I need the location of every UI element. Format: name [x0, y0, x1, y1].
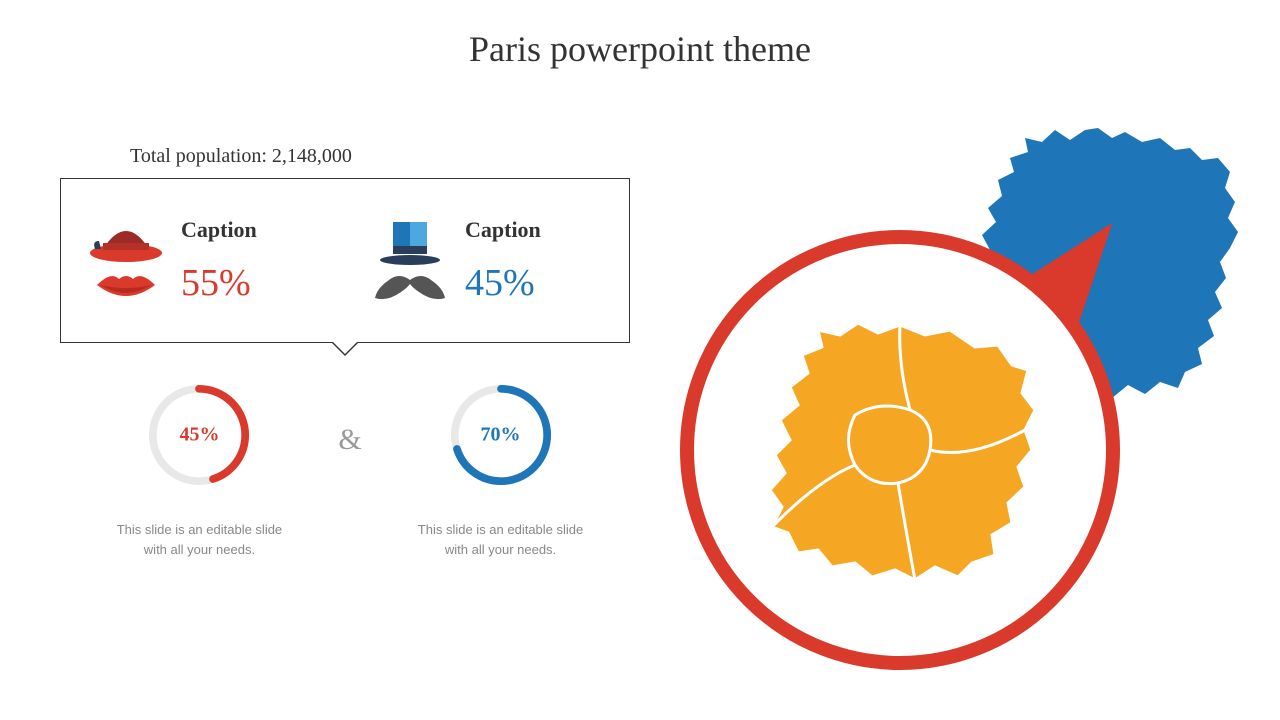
hat-icon: [89, 219, 163, 263]
stats-box: Caption 55% Caption 45%: [60, 178, 630, 343]
male-percent: 45%: [465, 261, 609, 305]
male-caption: Caption: [465, 217, 609, 243]
female-caption: Caption: [181, 217, 325, 243]
slide-title: Paris powerpoint theme: [0, 28, 1280, 70]
donuts-row: 45% This slide is an editable slide with…: [80, 380, 620, 559]
lips-icon: [95, 271, 157, 303]
zoom-circle: [680, 230, 1120, 670]
ampersand: &: [338, 423, 361, 457]
donut-left-block: 45% This slide is an editable slide with…: [99, 380, 299, 559]
donut-left: 45%: [144, 380, 254, 490]
female-icons: [81, 219, 171, 303]
donut-right-block: 70% This slide is an editable slide with…: [401, 380, 601, 559]
paris-region-icon: [750, 305, 1050, 595]
male-stat-column: Caption 45%: [345, 179, 629, 342]
donut-right-label: 70%: [481, 424, 521, 447]
male-stat-text: Caption 45%: [455, 217, 609, 305]
male-icons: [365, 220, 455, 302]
tophat-icon: [377, 220, 443, 266]
female-stat-text: Caption 55%: [171, 217, 325, 305]
donut-right: 70%: [446, 380, 556, 490]
donut-left-desc: This slide is an editable slide with all…: [109, 520, 289, 559]
donut-right-desc: This slide is an editable slide with all…: [411, 520, 591, 559]
population-subtitle: Total population: 2,148,000: [130, 145, 352, 168]
donut-left-label: 45%: [179, 424, 219, 447]
map-area: [690, 120, 1250, 680]
female-stat-column: Caption 55%: [61, 179, 345, 342]
female-percent: 55%: [181, 261, 325, 305]
mustache-icon: [373, 274, 447, 302]
